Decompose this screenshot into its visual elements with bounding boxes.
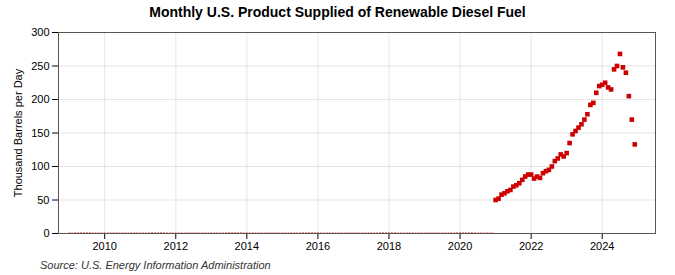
svg-text:300: 300 — [31, 26, 49, 38]
svg-text:2016: 2016 — [306, 240, 330, 252]
svg-text:2012: 2012 — [164, 240, 188, 252]
svg-text:250: 250 — [31, 60, 49, 72]
svg-text:2014: 2014 — [235, 240, 259, 252]
svg-text:50: 50 — [37, 194, 49, 206]
svg-text:2020: 2020 — [448, 240, 472, 252]
html-text:Source: U.S. Energy Informatio: Source: U.S. Energy Information Administ… — [40, 259, 271, 271]
svg-text:2018: 2018 — [377, 240, 401, 252]
svg-text:2024: 2024 — [590, 240, 614, 252]
svg-text:200: 200 — [31, 93, 49, 105]
svg-text:100: 100 — [31, 160, 49, 172]
svg-text:2010: 2010 — [92, 240, 116, 252]
svg-text:0: 0 — [43, 227, 49, 239]
svg-text:150: 150 — [31, 127, 49, 139]
svg-text:2022: 2022 — [519, 240, 543, 252]
html-text:Monthly U.S. Product Supplied: Monthly U.S. Product Supplied of Renewab… — [149, 4, 526, 20]
svg-text:Thousand Barrels per Day: Thousand Barrels per Day — [12, 68, 24, 197]
